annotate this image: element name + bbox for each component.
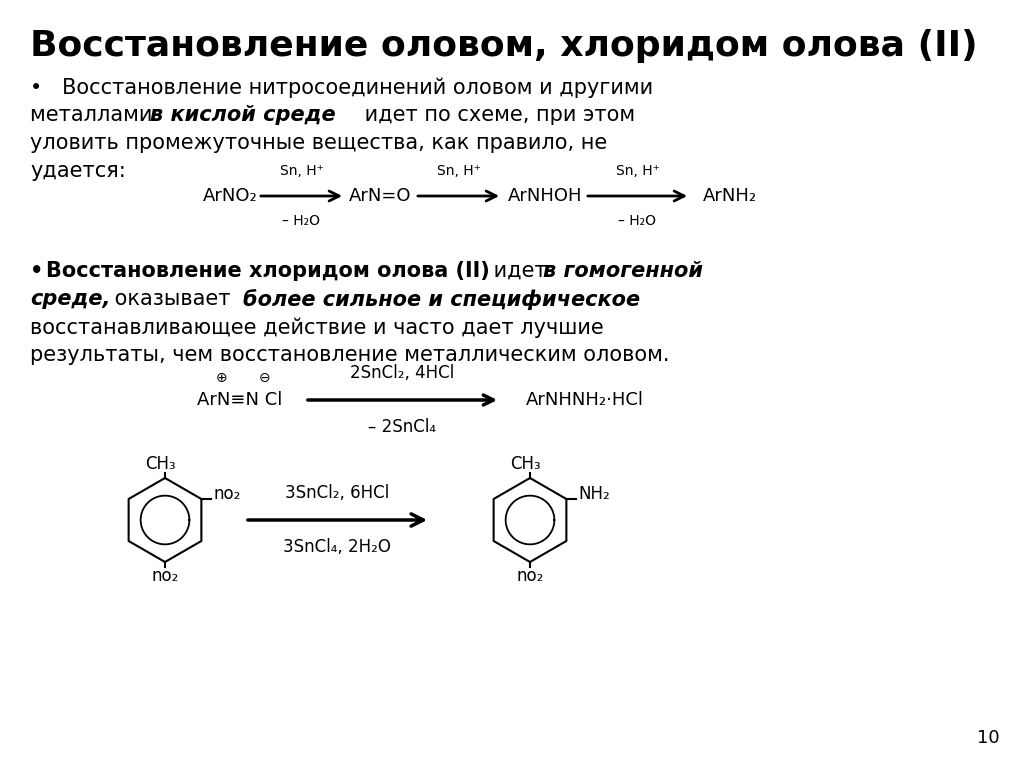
Text: уловить промежуточные вещества, как правило, не: уловить промежуточные вещества, как прав… — [30, 133, 607, 153]
Text: CH₃: CH₃ — [510, 455, 541, 473]
Text: CH₃: CH₃ — [144, 455, 175, 473]
Text: 2SnCl₂, 4HCl: 2SnCl₂, 4HCl — [350, 364, 454, 382]
Text: ArNH₂: ArNH₂ — [702, 187, 757, 205]
Text: в кислой среде: в кислой среде — [150, 105, 336, 125]
Text: ArNHOH: ArNHOH — [508, 187, 583, 205]
Text: 10: 10 — [977, 729, 1000, 747]
Text: – H₂O: – H₂O — [283, 214, 321, 228]
Text: •: • — [30, 261, 50, 281]
Text: восстанавливающее действие и часто дает лучшие: восстанавливающее действие и часто дает … — [30, 317, 604, 337]
Text: ArNHNH₂·HCl: ArNHNH₂·HCl — [526, 391, 644, 409]
Text: ArNO₂: ArNO₂ — [203, 187, 257, 205]
Text: оказывает: оказывает — [108, 289, 238, 309]
Text: Восстановление хлоридом олова (II): Восстановление хлоридом олова (II) — [46, 261, 489, 281]
Text: ⊖: ⊖ — [259, 371, 270, 385]
Text: удается:: удается: — [30, 161, 126, 181]
Text: 3SnCl₂, 6HCl: 3SnCl₂, 6HCl — [285, 484, 389, 502]
Text: Sn, H⁺: Sn, H⁺ — [436, 164, 480, 178]
Text: – H₂O: – H₂O — [618, 214, 656, 228]
Text: ArN≡N Cl: ArN≡N Cl — [198, 391, 283, 409]
Text: более сильное и специфическое: более сильное и специфическое — [243, 289, 640, 310]
Text: NH₂: NH₂ — [579, 485, 610, 503]
Text: Sn, H⁺: Sn, H⁺ — [280, 164, 324, 178]
Text: •   Восстановление нитросоединений оловом и другими: • Восстановление нитросоединений оловом … — [30, 77, 653, 97]
Text: ArN=O: ArN=O — [349, 187, 412, 205]
Text: идет по схеме, при этом: идет по схеме, при этом — [358, 105, 635, 125]
Text: ⊕: ⊕ — [216, 371, 227, 385]
Text: результаты, чем восстановление металлическим оловом.: результаты, чем восстановление металличе… — [30, 345, 670, 365]
Text: среде,: среде, — [30, 289, 111, 309]
Text: металлами: металлами — [30, 105, 159, 125]
Text: no₂: no₂ — [213, 485, 241, 503]
Text: – 2SnCl₄: – 2SnCl₄ — [368, 418, 436, 436]
Text: 3SnCl₄, 2H₂O: 3SnCl₄, 2H₂O — [283, 538, 391, 556]
Text: no₂: no₂ — [152, 567, 178, 585]
Text: Sn, H⁺: Sn, H⁺ — [615, 164, 659, 178]
Text: Восстановление оловом, хлоридом олова (II): Восстановление оловом, хлоридом олова (I… — [30, 29, 978, 63]
Text: no₂: no₂ — [516, 567, 544, 585]
Text: идет: идет — [487, 261, 553, 281]
Text: в гомогенной: в гомогенной — [543, 261, 703, 281]
